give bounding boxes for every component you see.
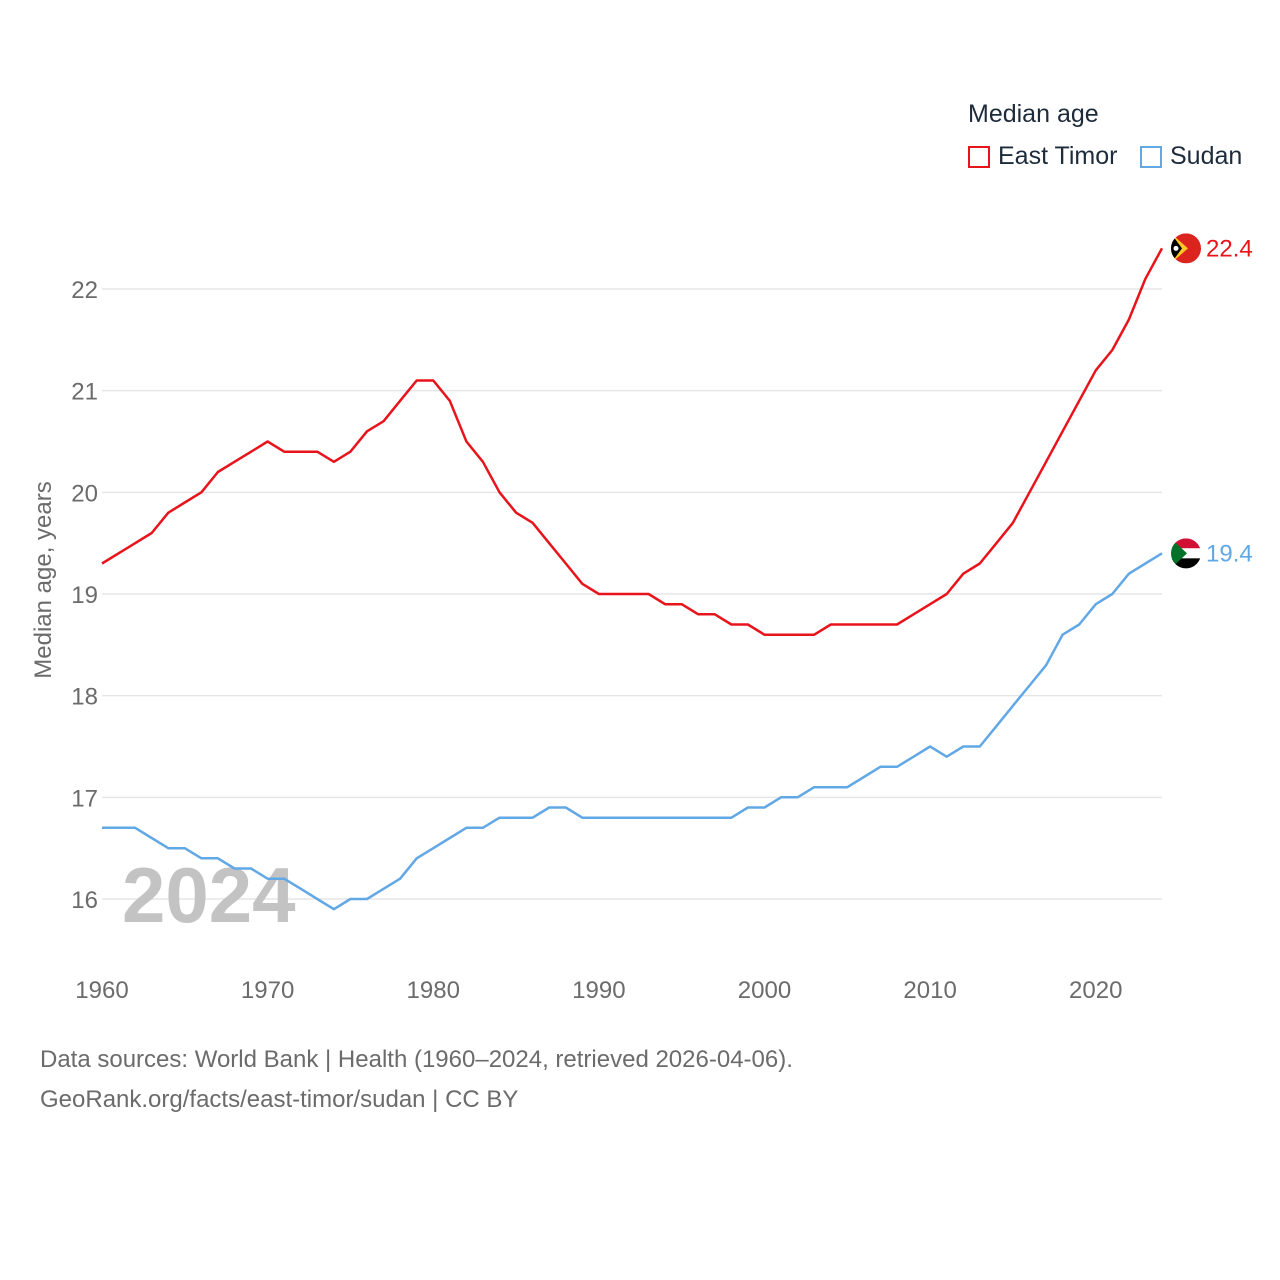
legend-swatch-sudan [1140, 145, 1162, 168]
x-tick-label: 1970 [241, 977, 294, 1004]
legend-swatch-east-timor [968, 145, 990, 168]
source-line-1: Data sources: World Bank | Health (1960–… [40, 1046, 793, 1073]
y-tick-label: 17 [71, 785, 98, 812]
legend-title: Median age [968, 100, 1099, 128]
y-tick-label: 20 [71, 480, 98, 507]
x-tick-label: 2010 [903, 977, 956, 1004]
x-tick-label: 1990 [572, 977, 625, 1004]
y-tick-label: 22 [71, 277, 98, 304]
year-watermark: 2024 [122, 851, 296, 939]
end-value-label-east-timor: 22.4 [1206, 235, 1253, 262]
source-line-2[interactable]: GeoRank.org/facts/east-timor/sudan | CC … [40, 1086, 519, 1113]
x-tick-label: 2020 [1069, 977, 1122, 1004]
series-line-sudan[interactable] [102, 552, 1163, 911]
y-axis-label: Median age, years [30, 481, 57, 678]
x-tick-label: 1960 [75, 977, 128, 1004]
flag-icon-sudan [1171, 538, 1201, 569]
series-line-east-timor[interactable] [101, 247, 1164, 636]
legend-label-sudan: Sudan [1170, 142, 1243, 170]
x-tick-label: 1980 [407, 977, 460, 1004]
y-tick-label: 21 [71, 379, 98, 406]
y-tick-label: 19 [71, 582, 98, 609]
y-tick-label: 18 [71, 684, 98, 711]
legend-item-east-timor[interactable]: East Timor [968, 142, 1117, 171]
flag-icon-east-timor [1171, 233, 1201, 264]
legend-item-sudan[interactable]: Sudan [1140, 142, 1242, 171]
x-tick-label: 2000 [738, 977, 791, 1004]
y-tick-label: 16 [71, 887, 98, 914]
end-value-label-sudan: 19.4 [1206, 540, 1253, 567]
legend-label-east-timor: East Timor [998, 142, 1118, 170]
